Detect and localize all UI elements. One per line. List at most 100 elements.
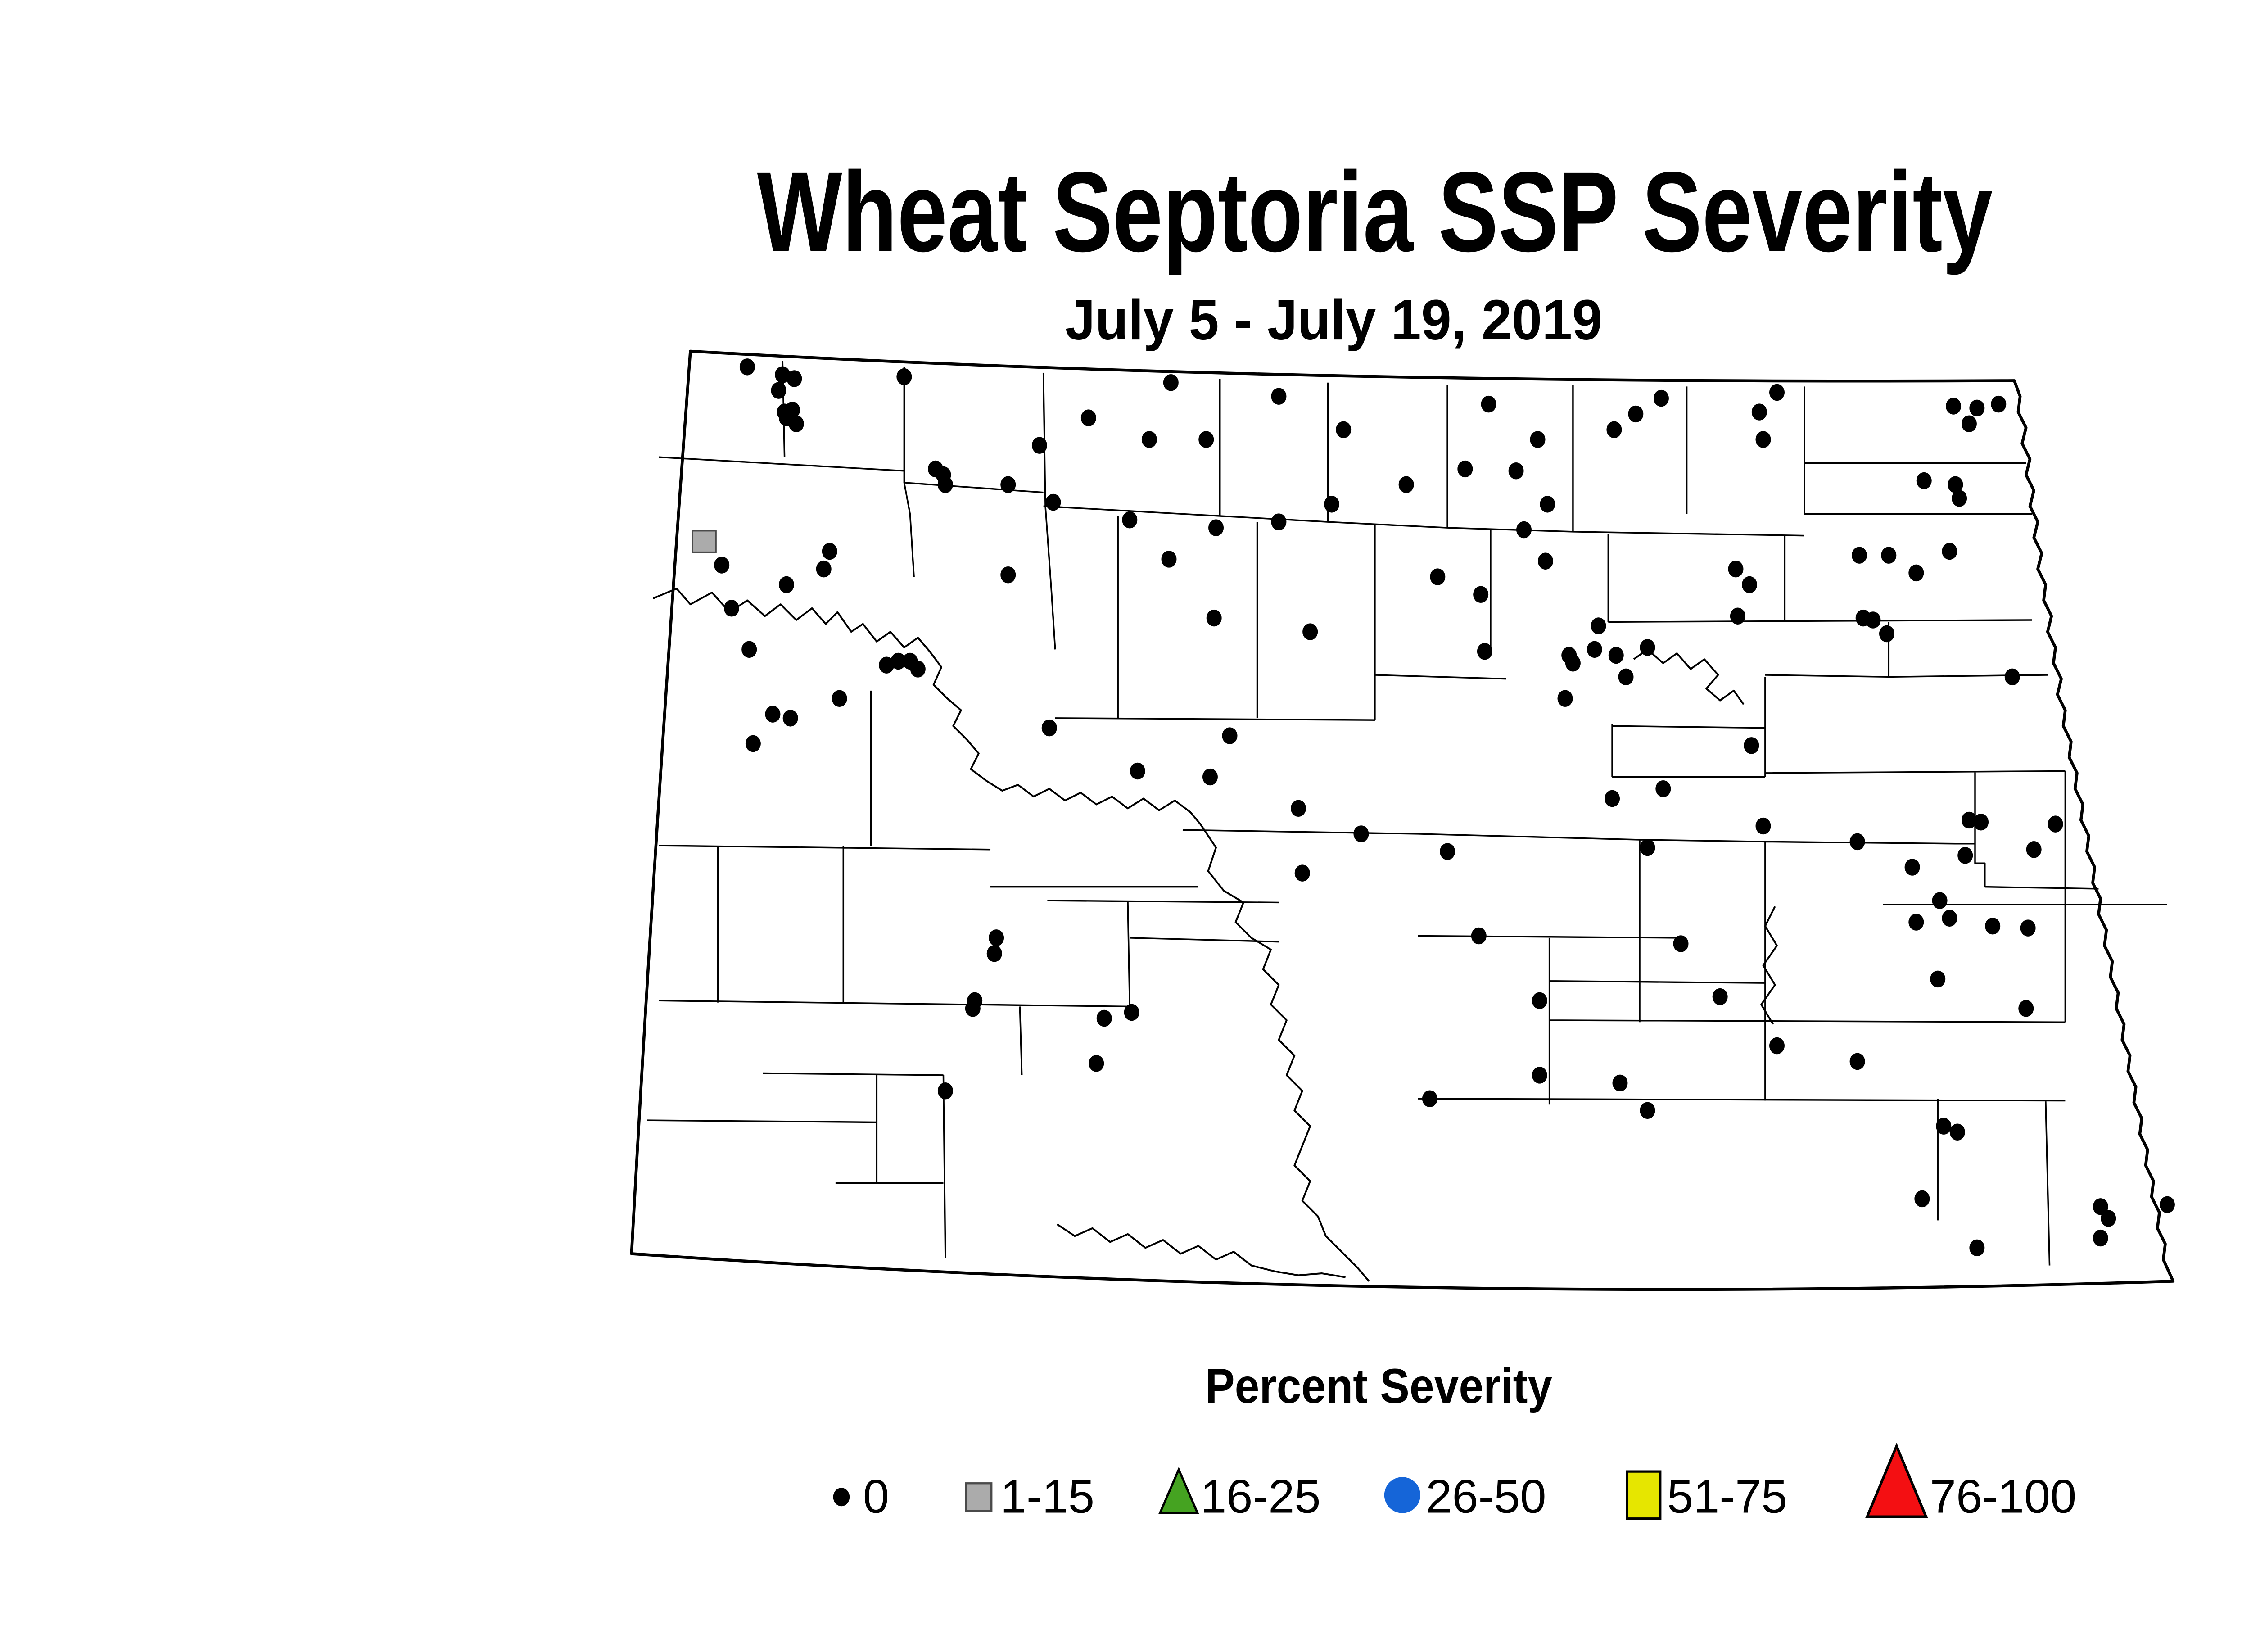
map-point-severity-0: [2093, 1198, 2108, 1215]
map-point-severity-0: [778, 576, 794, 593]
map-point-severity-0: [739, 358, 755, 376]
legend-symbol-blue-circle-icon: [1384, 1477, 1420, 1513]
map-point-severity-0: [1769, 384, 1785, 401]
map-point-severity-0: [782, 710, 798, 727]
legend-label-16-25: 16-25: [1200, 1471, 1320, 1523]
map-point-severity-0: [1712, 988, 1728, 1005]
map-point-severity-0: [2026, 841, 2042, 858]
map-point-severity-1-15: [692, 530, 717, 553]
map-point-severity-0: [1628, 405, 1644, 423]
map-point-severity-0: [1640, 1102, 1655, 1119]
map-point-severity-0: [1130, 762, 1145, 780]
james-river-line: [1760, 906, 1778, 1025]
map-point-severity-0: [1973, 814, 1989, 831]
map-point-severity-0: [896, 368, 912, 385]
map-point-severity-0: [1930, 970, 1946, 988]
map-point-severity-0: [771, 382, 786, 399]
map-point-severity-0: [1532, 992, 1547, 1009]
map-point-severity-0: [1353, 825, 1369, 842]
map-point-severity-0: [1291, 800, 1306, 817]
map-point-severity-0: [2048, 815, 2063, 833]
map-point-severity-0: [1904, 859, 1920, 876]
legend: Percent Severity 0 1-15 16-25 26-50 51-7…: [833, 1359, 2076, 1523]
map-point-severity-0: [1908, 914, 1924, 931]
map-point-severity-0: [1124, 1004, 1139, 1021]
map-point-severity-0: [1932, 892, 1948, 909]
legend-label-26-50: 26-50: [1426, 1471, 1546, 1523]
map-point-severity-0: [1045, 493, 1061, 511]
map-point-severity-0: [1031, 437, 1047, 454]
map-point-severity-0: [786, 370, 802, 387]
map-point-severity-0: [1557, 690, 1573, 707]
map-point-severity-0: [1532, 1067, 1547, 1084]
map-point-severity-0: [986, 945, 1002, 962]
map-point-severity-0: [1591, 617, 1606, 634]
map-point-severity-0: [741, 641, 757, 658]
map-point-severity-0: [2018, 1000, 2034, 1017]
map-point-severity-0: [1508, 462, 1524, 480]
map-point-severity-0: [1206, 609, 1222, 627]
map-point-severity-0: [1089, 1055, 1104, 1072]
map-point-severity-0: [788, 415, 804, 432]
map-point-severity-0: [1961, 415, 1977, 432]
map-point-severity-0: [1163, 374, 1179, 391]
map-point-severity-0: [1606, 421, 1622, 439]
map-point-severity-0: [1080, 409, 1096, 426]
map-point-severity-0: [1537, 552, 1553, 570]
map-point-severity-0: [1516, 521, 1532, 539]
map-point-severity-0: [1608, 647, 1624, 664]
map-point-severity-0: [1271, 388, 1287, 405]
legend-symbol-yellow-square-icon: [1626, 1470, 1662, 1520]
map-point-severity-0: [2093, 1229, 2108, 1247]
legend-label-0: 0: [863, 1471, 889, 1523]
map-point-severity-0: [1969, 1239, 1985, 1257]
map-point-severity-0: [1161, 551, 1177, 568]
map-point-severity-0: [1587, 641, 1602, 658]
map-point-severity-0: [1430, 568, 1446, 585]
map-point-severity-0: [1730, 607, 1745, 625]
map-point-severity-0: [1991, 395, 2007, 413]
map-point-severity-0: [879, 656, 895, 674]
legend-title: Percent Severity: [1205, 1359, 1552, 1414]
map-point-severity-0: [1198, 431, 1214, 448]
map-point-severity-0: [1948, 476, 1963, 493]
map-point-severity-0: [1477, 643, 1492, 660]
legend-symbol-red-triangle-icon: [1865, 1443, 1928, 1518]
map-point-severity-0: [965, 1000, 981, 1017]
map-point-severity-0: [2159, 1196, 2175, 1213]
map-point-severity-0: [1481, 395, 1496, 413]
map-point-severity-0: [1949, 1123, 1965, 1141]
map-point-severity-0: [1961, 811, 1977, 829]
map-point-severity-0: [822, 543, 837, 560]
map-point-severity-0: [1879, 625, 1894, 643]
map-point-severity-0: [1728, 560, 1744, 578]
map-point-severity-0: [1324, 496, 1340, 513]
map-point-severity-0: [816, 560, 832, 578]
map-point-severity-0: [1530, 431, 1546, 448]
map-point-severity-0: [1565, 655, 1581, 672]
map-point-severity-0: [1471, 927, 1487, 945]
map-point-severity-0: [989, 929, 1004, 946]
map-point-severity-0: [1969, 399, 1985, 417]
map-point-severity-0: [890, 652, 906, 670]
map-point-severity-0: [1000, 566, 1016, 584]
map-point-severity-0: [1744, 737, 1759, 754]
map-point-severity-0: [832, 690, 847, 707]
map-point-severity-0: [1742, 576, 1757, 593]
map-point-severity-0: [1755, 817, 1771, 835]
map-point-severity-0: [1440, 843, 1455, 860]
map-point-severity-0: [1202, 768, 1218, 786]
map-point-severity-0: [1222, 727, 1238, 744]
map-point-severity-0: [1942, 910, 1957, 927]
map-point-severity-0: [1942, 543, 1957, 560]
map-point-severity-0: [1336, 421, 1352, 439]
page-title: Wheat Septoria SSP Severity: [757, 148, 1993, 276]
legend-label-1-15: 1-15: [1000, 1471, 1094, 1523]
map-point-severity-0: [1302, 623, 1318, 640]
cannonball-river-line: [1057, 1223, 1346, 1278]
map-point-severity-0: [1865, 611, 1881, 629]
map-point-severity-0: [1294, 864, 1310, 882]
legend-symbol-black-dot-icon: [833, 1488, 850, 1507]
